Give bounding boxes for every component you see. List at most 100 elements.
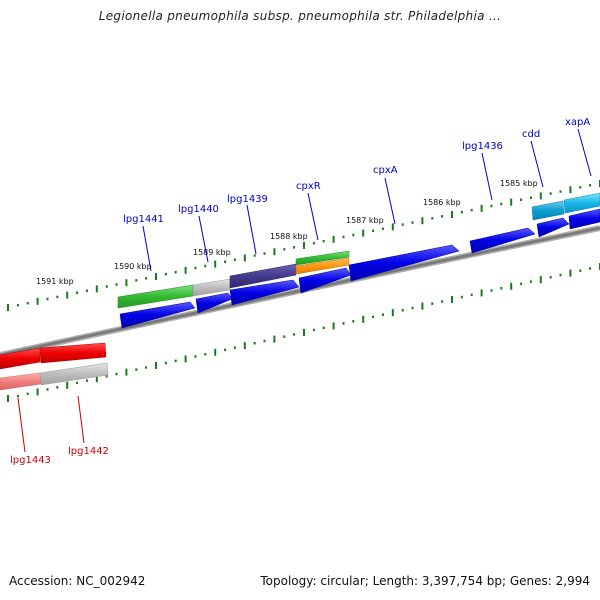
ruler-tick — [460, 210, 463, 214]
gene-label-cpxA[interactable]: cpxA — [373, 165, 398, 176]
ruler-tick — [362, 315, 365, 323]
ruler-tick — [115, 283, 118, 286]
ruler-tick — [85, 379, 88, 382]
ruler-tick — [7, 304, 9, 311]
ruler-tick — [95, 375, 98, 383]
ruler-tick — [500, 287, 503, 290]
ruler-tick — [283, 248, 286, 251]
ruler-tick — [431, 302, 434, 305]
ruler-tick — [362, 229, 365, 237]
ruler-tick — [16, 394, 19, 398]
ruler-tick — [174, 359, 177, 363]
ruler-tick — [529, 196, 532, 199]
cds-arrow[interactable] — [568, 208, 600, 230]
label-leaders — [17, 128, 592, 453]
ruler-tick — [115, 372, 118, 376]
gene-lpg1442[interactable] — [39, 362, 109, 386]
ruler-tick — [539, 192, 542, 200]
ruler-tick — [184, 266, 187, 274]
gene-lpg1443-b[interactable] — [39, 342, 107, 364]
ruler-label: 1588 kbp — [270, 232, 308, 241]
ruler-tick — [391, 309, 394, 317]
gene-label-lpg1436[interactable]: lpg1436 — [462, 141, 503, 152]
ruler-tick — [263, 252, 266, 255]
ruler-tick — [421, 217, 424, 225]
ruler-tick — [263, 339, 266, 343]
ruler-tick — [372, 315, 375, 319]
ruler-tick — [460, 295, 463, 299]
ruler-tick — [125, 368, 128, 376]
ruler-tick — [589, 184, 592, 187]
cds-arrow[interactable] — [536, 217, 570, 238]
ruler-tick — [569, 269, 572, 277]
gene-label-lpg1443[interactable]: lpg1443 — [10, 455, 51, 466]
ruler-tick — [26, 392, 29, 396]
backbone — [0, 225, 600, 358]
ruler-tick — [253, 342, 256, 345]
ruler-tick — [510, 282, 513, 290]
cds-arrow[interactable] — [229, 279, 300, 306]
ruler-tick — [16, 303, 19, 307]
gene-xapA[interactable] — [563, 192, 600, 214]
cds-arrow[interactable] — [348, 244, 460, 282]
ruler-tick — [283, 335, 286, 338]
gene-cdd[interactable] — [531, 200, 565, 221]
ruler-tick — [243, 254, 246, 262]
ruler-tick — [204, 264, 207, 268]
cds-arrow[interactable] — [119, 301, 196, 329]
ruler-tick — [233, 346, 236, 349]
ruler-tick — [401, 223, 404, 226]
gene-lpg1439[interactable] — [229, 263, 297, 289]
ruler-tick — [194, 266, 197, 270]
ruler-tick — [224, 260, 227, 263]
ruler-tick — [411, 306, 414, 310]
ruler-tick — [76, 291, 79, 294]
gene-label-cdd[interactable]: cdd — [522, 129, 540, 140]
ruler-tick — [352, 320, 355, 323]
ruler-labels: 1591 kbp 1590 kbp 1589 kbp 1588 kbp 1587… — [36, 179, 538, 286]
ruler-tick — [253, 254, 256, 257]
ruler-tick — [303, 242, 305, 249]
ruler-label: 1590 kbp — [114, 262, 152, 271]
ruler-tick — [26, 301, 29, 305]
ruler-tick — [145, 366, 148, 369]
ruler-tick — [76, 381, 79, 385]
ruler-tick — [164, 361, 167, 365]
ruler-tick — [224, 348, 227, 352]
ruler-tick — [342, 235, 345, 239]
ruler-label: 1589 kbp — [193, 248, 231, 257]
ruler-tick — [273, 248, 276, 256]
ruler-tick — [332, 235, 335, 243]
gene-label-lpg1439[interactable]: lpg1439 — [227, 194, 268, 205]
accession-text: Accession: NC_002942 — [9, 574, 146, 588]
ruler-tick — [303, 329, 305, 336]
ruler-tick — [155, 273, 157, 280]
gene-label-xapA[interactable]: xapA — [565, 117, 590, 128]
ruler-tick — [549, 192, 552, 195]
gene-label-lpg1440[interactable]: lpg1440 — [178, 204, 219, 215]
gene-cpxR[interactable] — [295, 250, 350, 266]
gene-label-lpg1441[interactable]: lpg1441 — [123, 214, 164, 225]
ruler-tick — [174, 270, 177, 274]
ruler-tick — [322, 239, 325, 243]
ruler-tick — [332, 322, 335, 330]
ruler-tick — [36, 297, 39, 305]
ruler-tick — [431, 217, 434, 220]
ruler-tick — [589, 267, 592, 270]
ruler-tick — [352, 233, 355, 237]
ruler-tick — [520, 282, 523, 286]
gene-lpg1443[interactable] — [0, 347, 41, 370]
ruler-tick — [135, 368, 138, 371]
gene-label-cpxR[interactable]: cpxR — [296, 181, 321, 192]
ruler-tick — [164, 272, 167, 276]
cds-arrow[interactable] — [469, 227, 536, 254]
ruler-label: 1585 kbp — [500, 179, 538, 188]
ruler-tick — [372, 229, 375, 232]
ruler-tick — [135, 279, 138, 282]
gene-lpg1443-pale[interactable] — [0, 372, 42, 391]
ruler-tick — [579, 269, 582, 272]
ruler-label: 1591 kbp — [36, 277, 74, 286]
gene-label-lpg1442[interactable]: lpg1442 — [68, 446, 109, 457]
ruler-tick — [579, 186, 582, 189]
